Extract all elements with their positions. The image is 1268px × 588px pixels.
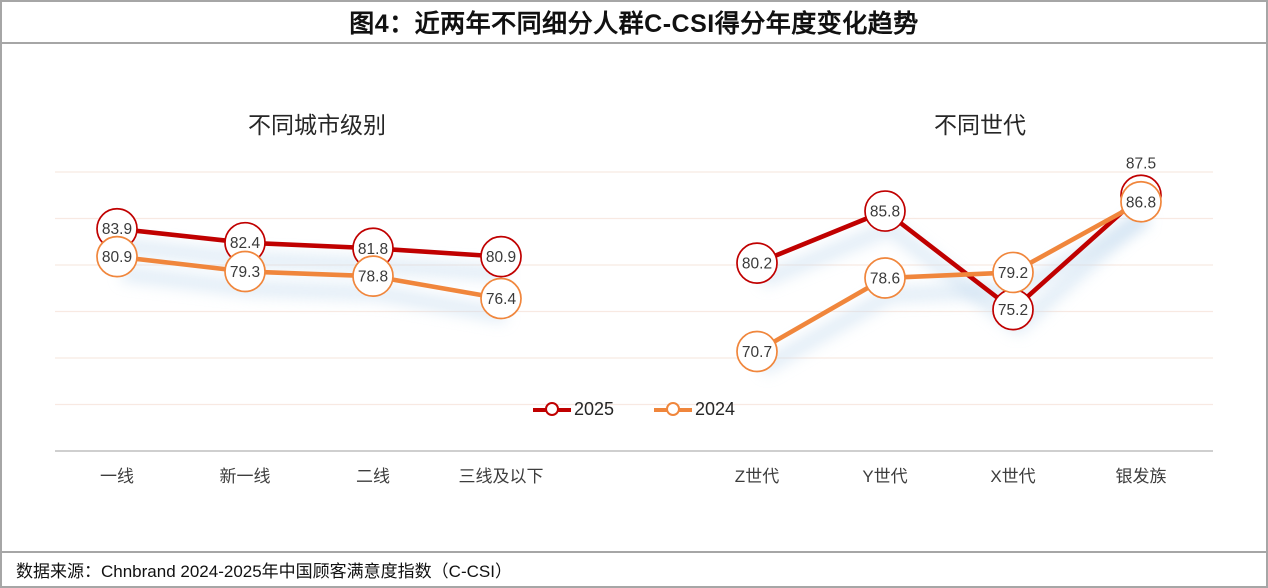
data-point-2025 xyxy=(864,190,906,232)
data-point-2024 xyxy=(992,251,1034,294)
x-axis-label: 新一线 xyxy=(219,467,271,486)
data-point-2025 xyxy=(736,242,778,284)
chart-svg: 83.9 82.4 81.8 80.9 80.9 79.3 78.8 76.4 80.2 85.8… xyxy=(55,155,1213,452)
series-line-2025 xyxy=(754,192,1144,312)
legend-item-2024: 2024 xyxy=(654,399,735,420)
chart-legend: 2025 2024 xyxy=(2,399,1266,420)
data-label: 86.8 xyxy=(1126,194,1156,211)
data-label: 70.7 xyxy=(742,344,772,361)
legend-marker-2025-icon xyxy=(532,402,571,417)
figure-title-bar: 图4：近两年不同细分人群C-CSI得分年度变化趋势 xyxy=(2,2,1266,44)
series-line-2025 xyxy=(114,226,504,259)
data-point-2024 xyxy=(864,257,906,299)
x-axis-label: 一线 xyxy=(100,467,134,486)
line-glow xyxy=(121,266,508,323)
x-axis-label: 二线 xyxy=(356,467,390,486)
subtitle-city-tier: 不同城市级别 xyxy=(248,112,386,138)
data-label: 79.2 xyxy=(998,265,1028,282)
series-line-2024 xyxy=(754,199,1144,354)
x-axis-label: 银发族 xyxy=(1115,467,1167,486)
data-label: 80.9 xyxy=(102,249,132,266)
data-label: 80.2 xyxy=(742,256,772,273)
data-label: 82.4 xyxy=(230,235,261,252)
data-label: 78.6 xyxy=(870,271,900,288)
source-text: 数据来源：Chnbrand 2024-2025年中国顾客满意度指数（C-CSI） xyxy=(16,562,512,581)
data-point-2024 xyxy=(480,277,522,320)
data-label: 79.3 xyxy=(230,264,260,281)
data-point-2024 xyxy=(1120,180,1162,223)
data-point-2024 xyxy=(736,330,778,373)
data-point-2024 xyxy=(96,235,138,278)
data-label: 78.8 xyxy=(358,269,388,286)
line-glow xyxy=(758,212,1150,375)
data-label: 83.9 xyxy=(102,221,132,238)
data-point-2025 xyxy=(480,235,522,278)
legend-marker-2024-icon xyxy=(654,402,692,417)
source-bar: 数据来源：Chnbrand 2024-2025年中国顾客满意度指数（C-CSI） xyxy=(2,553,1266,586)
series-line-2024 xyxy=(114,254,504,301)
data-label: 81.8 xyxy=(358,241,388,258)
x-axis-label: X世代 xyxy=(990,467,1036,486)
line-glow xyxy=(121,238,507,282)
x-axis-label: Y世代 xyxy=(862,467,908,486)
data-label: 75.2 xyxy=(998,302,1028,319)
subtitle-generation: 不同世代 xyxy=(934,112,1026,138)
data-label: 76.4 xyxy=(486,291,517,308)
data-label: 87.5 xyxy=(1126,155,1156,172)
line-glow xyxy=(759,206,1151,335)
data-point-2024 xyxy=(224,250,266,293)
legend-label-2025: 2025 xyxy=(573,399,614,419)
chart-area: 不同城市级别 不同世代 83.9 82.4 81.8 80.9 80.9 79.3 78.8… xyxy=(2,44,1266,553)
legend-item-2025: 2025 xyxy=(532,399,614,420)
data-point-2024 xyxy=(352,255,394,298)
data-label: 85.8 xyxy=(870,204,900,221)
figure-title: 图4：近两年不同细分人群C-CSI得分年度变化趋势 xyxy=(349,10,919,38)
x-axis-label: Z世代 xyxy=(734,467,780,486)
data-label: 80.9 xyxy=(486,249,516,266)
legend-label-2024: 2024 xyxy=(695,399,736,419)
x-axis-label: 三线及以下 xyxy=(458,467,544,486)
